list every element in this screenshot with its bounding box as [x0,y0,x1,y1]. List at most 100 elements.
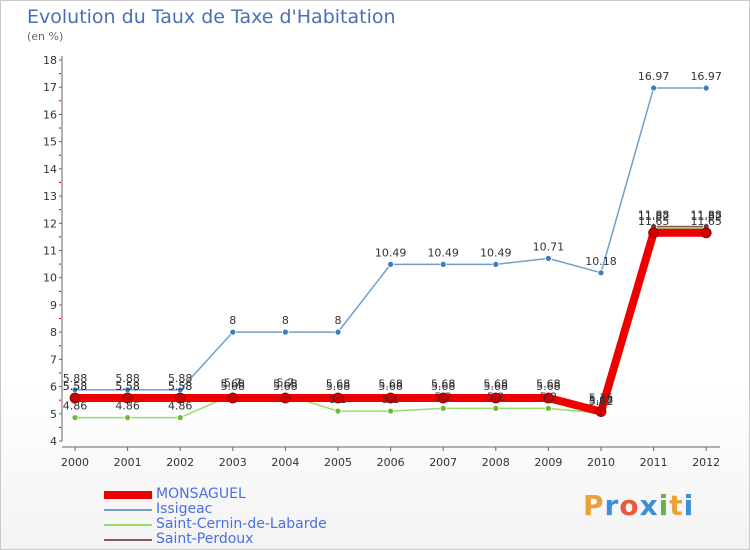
data-label-issigeac: 10.49 [427,246,459,259]
data-point-monsaguel [332,392,344,404]
data-label-issigeac: 5.88 [63,372,88,385]
data-point-monsaguel [648,227,659,239]
chart-data-labels: 5.88 5.88 5.88 8 8 8 10.49 10.49 10.49 10.71 10.18… [63,70,722,413]
data-point-issigeac [492,260,500,268]
data-label-saint-cernin-de-labarde: 5.7 [224,377,242,390]
data-point-monsaguel [543,392,554,404]
x-tick-label: 2004 [271,456,299,469]
data-label-monsaguel: 5.58 [63,380,88,393]
data-label-saint-perdoux: 5.58 [63,380,88,393]
data-label-issigeac: 10.49 [480,246,512,259]
data-label-saint-cernin-de-labarde: 5.02 [589,395,614,408]
data-label-saint-perdoux: 5.68 [378,377,403,390]
chart-title: Evolution du Taux de Taxe d'Habitation [27,6,396,28]
logo-letter: i [683,489,695,522]
data-point-saint-cernin-de-labarde [439,404,447,412]
y-tick-label: 4 [50,435,57,448]
logo-letter: r [604,489,620,522]
data-label-saint-cernin-de-labarde: 4.86 [115,400,140,413]
y-tick-label: 9 [50,299,57,312]
legend-label: Saint-Cernin-de-Labarde [156,516,327,532]
y-tick-label: 6 [50,381,57,394]
y-tick-label: 11 [43,245,57,258]
data-label-issigeac: 16.97 [690,70,722,83]
data-point-issigeac [387,260,395,268]
data-label-saint-perdoux: 5.15 [589,392,614,405]
logo-letter: x [639,489,659,522]
x-tick-label: 2003 [219,456,247,469]
data-label-monsaguel: 5.08 [589,394,614,407]
data-point-monsaguel [227,392,239,404]
chart-axes: 4 5 6 7 8 9 10 11 12 13 14 15 16 17 18 2000 2001 2002 2003… [43,54,720,469]
data-point-monsaguel [595,406,607,418]
legend-swatch-monsaguel [104,490,152,499]
data-label-issigeac: 8 [335,314,342,327]
x-tick-label: 2009 [534,456,562,469]
y-tick-label: 5 [50,408,57,421]
data-point-monsaguel [69,392,81,404]
logo-letter: i [658,489,670,522]
chart-series [69,84,712,421]
data-label-saint-perdoux: 5.68 [484,377,509,390]
data-label-monsaguel: 5.68 [221,380,246,393]
y-unit-label: (en %) [27,30,64,43]
data-point-issigeac [334,328,342,336]
x-tick-label: 2007 [429,456,457,469]
x-tick-label: 2006 [377,456,405,469]
x-tick-label: 2005 [324,456,352,469]
data-point-issigeac [229,328,237,336]
data-label-monsaguel: 5.68 [536,380,561,393]
data-point-saint-cernin-de-labarde [176,414,184,421]
data-label-saint-perdoux: 5.58 [115,380,140,393]
y-tick-label: 16 [43,108,57,121]
y-tick-label: 15 [43,136,57,149]
data-point-monsaguel [174,392,186,404]
legend-swatch-saint-perdoux [104,538,152,541]
x-tick-label: 2011 [640,456,668,469]
y-tick-label: 13 [43,190,57,203]
data-point-saint-cernin-de-labarde [387,407,395,415]
data-label-monsaguel: 5.58 [115,380,140,393]
data-label-issigeac: 10.18 [585,255,617,268]
data-label-monsaguel: 5.68 [431,380,456,393]
data-label-saint-cernin-de-labarde: 5.7 [277,377,295,390]
data-label-issigeac: 8 [229,314,236,327]
legend-item-saint-perdoux: Saint-Perdoux [104,532,253,547]
data-label-saint-perdoux: 5.68 [326,377,351,390]
y-tick-label: 18 [43,54,57,67]
legend-item-monsaguel: MONSAGUEL [104,487,246,502]
data-point-monsaguel [700,227,712,239]
x-tick-label: 2000 [61,456,89,469]
proxiti-logo: Proxiti [583,489,694,522]
data-point-saint-cernin-de-labarde [334,407,342,415]
data-point-issigeac [439,260,447,268]
data-label-monsaguel: 11.65 [690,215,722,228]
data-point-issigeac [650,84,657,92]
y-tick-label: 10 [43,272,57,285]
data-point-monsaguel [122,392,133,404]
data-label-saint-cernin-de-labarde: 11.82 [690,210,722,223]
data-label-monsaguel: 5.68 [378,380,403,393]
data-point-monsaguel [437,392,449,404]
data-label-issigeac: 10.49 [375,246,407,259]
y-tick-label: 8 [50,326,57,339]
data-label-issigeac: 10.71 [533,240,565,253]
data-label-saint-cernin-de-labarde: 5.2 [540,390,558,403]
y-tick-label: 14 [43,163,57,176]
logo-letter: o [619,489,640,522]
data-label-saint-perdoux: 5.68 [431,377,456,390]
data-label-issigeac: 16.97 [638,70,670,83]
legend-swatch-saint-cernin-de-labarde [104,523,152,526]
data-label-saint-perdoux: 5.68 [221,377,246,390]
x-tick-label: 2001 [114,456,142,469]
data-label-saint-perdoux: 11.88 [690,209,722,222]
data-label-issigeac: 5.88 [168,372,193,385]
y-tick-label: 17 [43,81,57,94]
data-label-saint-perdoux: 5.68 [536,377,561,390]
x-tick-label: 2002 [166,456,194,469]
legend-label: Issigeac [156,501,213,517]
data-point-monsaguel [279,392,291,404]
data-label-saint-cernin-de-labarde: 5.2 [487,390,505,403]
